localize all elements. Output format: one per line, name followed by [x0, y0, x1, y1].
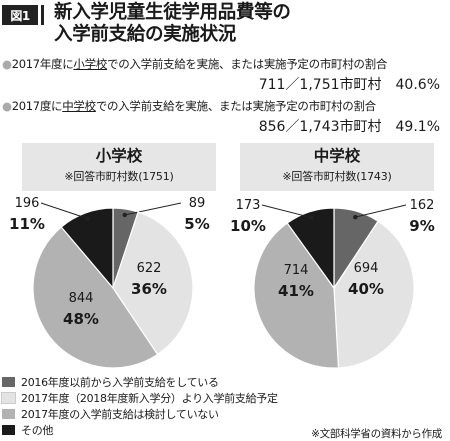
leader-line — [40, 202, 88, 220]
legend-label: 2016年度以前から入学前支給をしている — [21, 376, 219, 389]
bullet-icon: ● — [2, 57, 12, 71]
pie-slice — [253, 222, 340, 369]
legend-item: 2017年度（2018年度新入学分）より入学前支給予定 — [1, 390, 278, 406]
stat-elementary-value: 711／1,751市町村 40.6% — [259, 74, 440, 94]
legend-swatch — [1, 392, 16, 404]
stat-percent: 40.6% — [395, 77, 440, 93]
pie-slice — [32, 226, 159, 369]
junior-high-chart-title: 中学校 — [313, 147, 361, 165]
stat-count: 711／1,751市町村 — [258, 77, 382, 93]
source-note: ※文部科学省の資料から作成 — [311, 428, 442, 440]
legend-item: 2017年度の入学前支給は検討していない — [2, 406, 278, 422]
leader-dot — [85, 216, 90, 221]
slice-percent-label: 40% — [348, 280, 384, 298]
stat-junior-high-value: 856／1,743市町村 49.1% — [259, 116, 440, 136]
slice-percent-label: 9% — [409, 217, 434, 235]
legend-swatch — [2, 425, 15, 435]
slice-percent-label: 11% — [9, 215, 45, 233]
legend-item: 2016年度以前から入学前支給をしている — [2, 374, 278, 390]
slice-count-label: 89 — [189, 196, 206, 211]
junior-high-chart-subtitle: ※回答市町村数(1743) — [282, 170, 392, 183]
stat-suffix: での入学前支給を実施、または実施予定の市町村の割合 — [95, 99, 376, 113]
slice-count-label: 694 — [354, 261, 379, 276]
legend-swatch — [2, 409, 15, 419]
legend-swatch — [2, 377, 15, 387]
leader-dot — [122, 212, 127, 218]
title-line-1: 新入学児童生徒学用品費等の — [54, 2, 291, 23]
junior-high-panel-header: 中学校 ※回答市町村数(1743) — [240, 143, 434, 191]
legend-label: 2017年度の入学前支給は検討していない — [21, 408, 219, 421]
legend-item: その他 — [2, 422, 278, 438]
leader-dot — [353, 214, 358, 220]
slice-count-label: 714 — [284, 263, 309, 278]
pie-slice — [112, 211, 194, 356]
slice-percent-label: 10% — [230, 217, 266, 235]
slice-count-label: 162 — [410, 198, 435, 213]
title-line-2: 入学前支給の実施状況 — [54, 24, 237, 45]
stat-prefix: 2017年度に — [11, 57, 74, 71]
elementary-chart-title: 小学校 — [95, 147, 143, 165]
legend: 2016年度以前から入学前支給をしている 2017年度（2018年度新入学分）より… — [1, 374, 278, 438]
stat-count: 856／1,743市町村 — [258, 119, 382, 135]
slice-count-label: 196 — [15, 196, 40, 211]
stat-suffix: での入学前支給を実施、または実施予定の市町村の割合 — [107, 57, 388, 71]
pie-slice — [286, 207, 335, 290]
leader-line — [355, 204, 407, 218]
figure-title: 新入学児童生徒学用品費等の 入学前支給の実施状況 — [54, 2, 291, 46]
slice-count-label: 173 — [236, 198, 261, 213]
stat-elementary-description: ●2017年度に小学校での入学前支給を実施、または実施予定の市町村の割合 — [2, 56, 387, 72]
stat-junior-high-description: ●2017度に中学校での入学前支給を実施、または実施予定の市町村の割合 — [2, 98, 376, 114]
slice-percent-label: 36% — [131, 280, 167, 298]
stat-school: 中学校 — [62, 99, 96, 113]
leader-dot — [309, 215, 314, 220]
figure-label-bar — [41, 5, 44, 25]
pie-slice — [333, 220, 415, 369]
legend-label: その他 — [21, 424, 54, 437]
stat-prefix: 2017度に — [11, 99, 63, 113]
stat-school: 小学校 — [73, 57, 108, 71]
slice-count-label: 622 — [137, 261, 162, 276]
stat-percent: 49.1% — [395, 119, 440, 135]
figure-header: 図1 新入学児童生徒学用品費等の 入学前支給の実施状況 — [0, 0, 450, 52]
slice-percent-label: 41% — [278, 282, 314, 300]
leader-line — [261, 204, 312, 219]
slice-percent-label: 5% — [184, 215, 209, 233]
pie-slice — [60, 207, 114, 290]
legend-label: 2017年度（2018年度新入学分）より入学前支給予定 — [21, 392, 278, 405]
elementary-chart-subtitle: ※回答市町村数(1751) — [64, 170, 174, 183]
leader-line — [124, 202, 182, 216]
slice-count-label: 844 — [69, 291, 94, 306]
bullet-icon: ● — [2, 99, 12, 113]
slice-percent-label: 48% — [63, 310, 99, 328]
figure-label: 図1 — [2, 5, 38, 25]
elementary-panel-header: 小学校 ※回答市町村数(1751) — [22, 143, 216, 191]
